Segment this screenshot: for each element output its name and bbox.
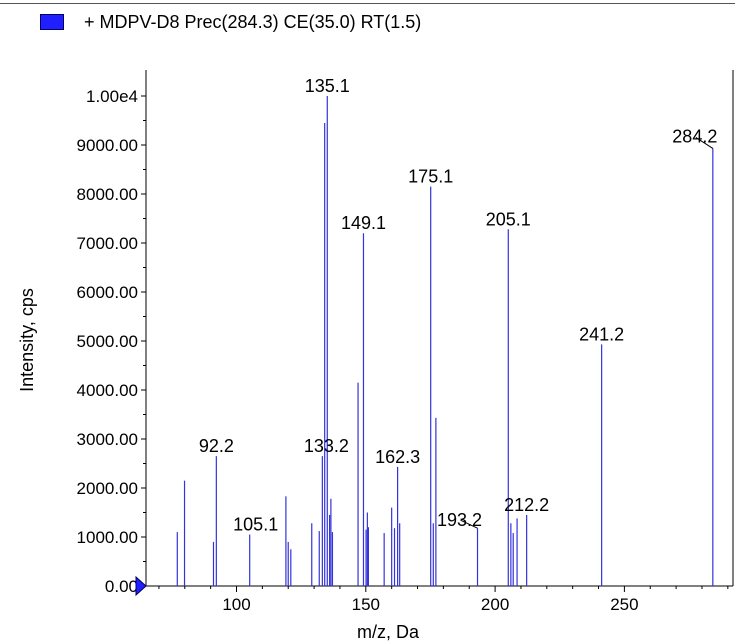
y-tick-label: 3000.00 — [77, 430, 138, 449]
peak-label: 205.1 — [486, 209, 531, 229]
peak-label: 212.2 — [504, 495, 549, 515]
x-tick-label: 200 — [481, 595, 509, 614]
peak-label: 135.1 — [305, 76, 350, 96]
peak-label: 105.1 — [233, 515, 278, 535]
x-tick-label: 250 — [610, 595, 638, 614]
peak-leader-line — [695, 137, 714, 149]
legend: + MDPV-D8 Prec(284.3) CE(35.0) RT(1.5) — [40, 10, 421, 34]
peak-label: 162.3 — [375, 447, 420, 467]
y-tick-label: 8000.00 — [77, 185, 138, 204]
y-tick-label: 1000.00 — [77, 528, 138, 547]
axes: 0.00 1000.00 2000.00 3000.00 4000.00 5000.00 6… — [77, 70, 734, 614]
baseline-marker-icon — [135, 575, 147, 597]
y-tick-label: 7000.00 — [77, 234, 138, 253]
y-tick-label: 2000.00 — [77, 479, 138, 498]
peak-label: 175.1 — [408, 167, 453, 187]
y-tick-label: 0.00 — [105, 577, 138, 596]
y-tick-label: 5000.00 — [77, 332, 138, 351]
peak-label: 92.2 — [199, 436, 234, 456]
legend-label: + MDPV-D8 Prec(284.3) CE(35.0) RT(1.5) — [84, 11, 422, 32]
x-tick-label: 100 — [222, 595, 250, 614]
peak-label: 149.1 — [341, 213, 386, 233]
peak-label: 193.2 — [437, 510, 482, 530]
spectrum-peaks — [176, 96, 714, 586]
y-axis-title: Intensity, cps — [17, 288, 37, 392]
legend-swatch-icon — [40, 14, 64, 30]
peak-label: 133.2 — [304, 436, 349, 456]
y-tick-label: 6000.00 — [77, 283, 138, 302]
x-tick-label: 150 — [352, 595, 380, 614]
x-axis-title: m/z, Da — [357, 622, 420, 642]
y-tick-label: 4000.00 — [77, 381, 138, 400]
peak-label: 241.2 — [579, 324, 624, 344]
y-tick-label: 9000.00 — [77, 136, 138, 155]
top-border — [0, 3, 735, 4]
peak-leader-line — [460, 519, 478, 529]
peak-labels: 92.2 105.1 133.2 135.1 149.1 162.3 175.1 193.2 2… — [199, 76, 718, 535]
y-tick-label: 1.00e4 — [86, 87, 138, 106]
peak-label: 284.2 — [672, 126, 717, 146]
